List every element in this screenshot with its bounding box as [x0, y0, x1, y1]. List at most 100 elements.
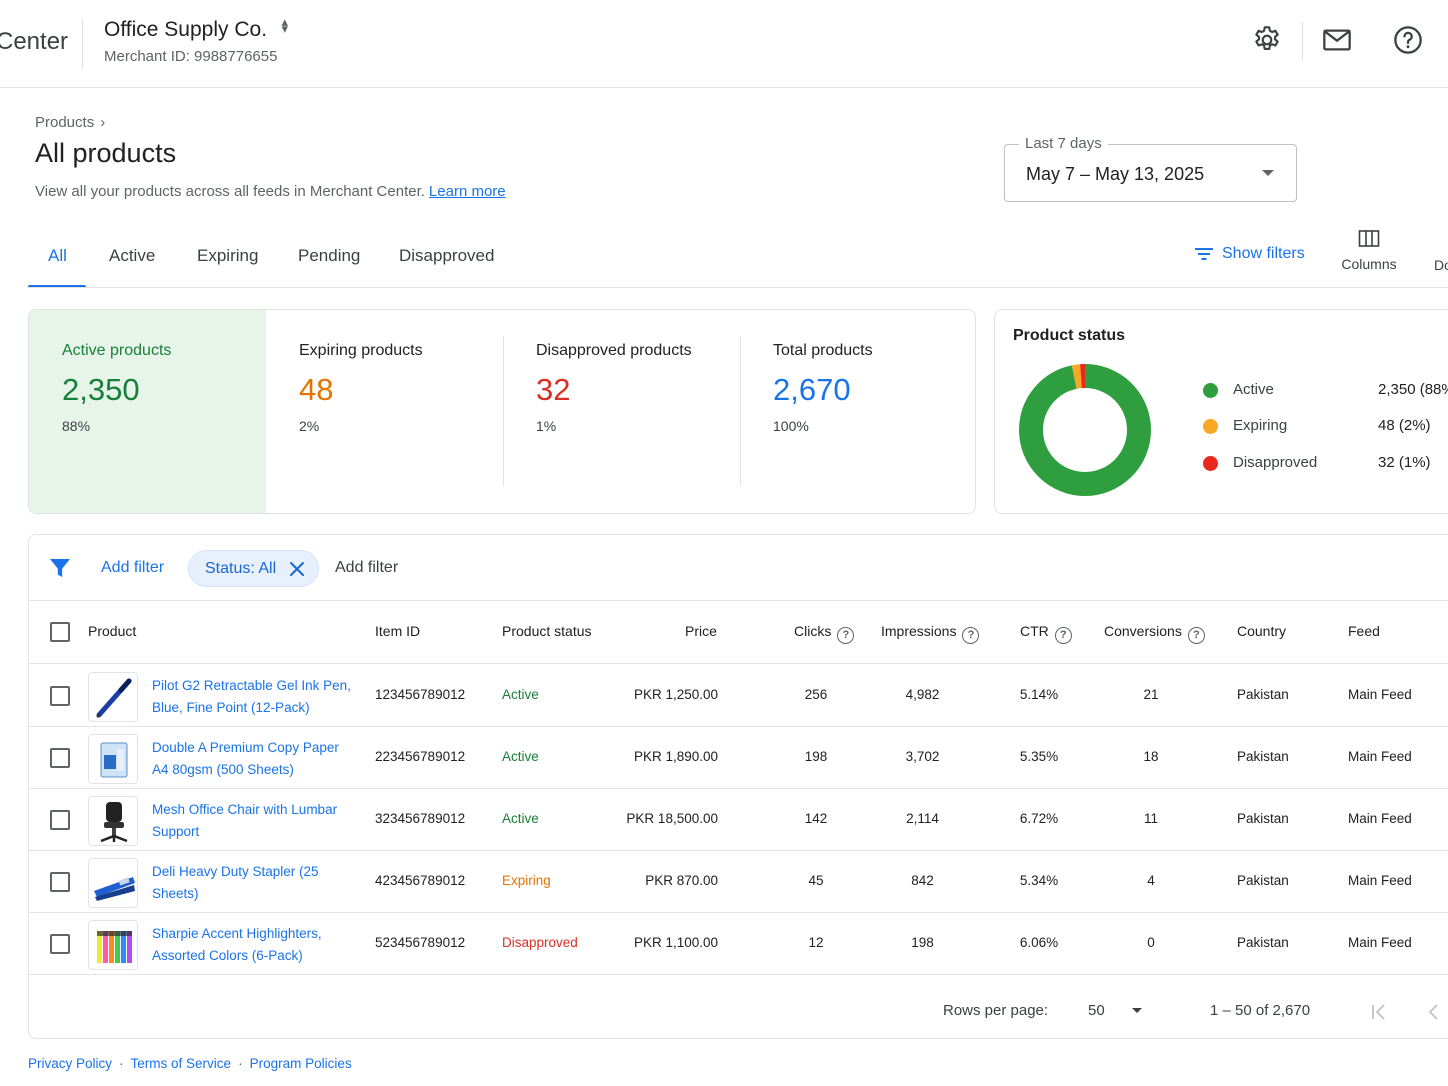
footer-separator: · — [119, 1056, 124, 1071]
row-checkbox[interactable] — [50, 934, 70, 954]
country: Pakistan — [1237, 811, 1289, 826]
close-icon[interactable] — [289, 561, 305, 577]
ctr: 5.34% — [1019, 873, 1059, 888]
download-button[interactable]: Do — [1434, 257, 1448, 273]
item-id: 223456789012 — [375, 749, 466, 764]
filter-icon[interactable] — [49, 557, 71, 579]
legend-disapproved: Disapproved 32 (1%) — [1203, 454, 1448, 474]
column-conversions-label: Conversions — [1104, 623, 1182, 639]
pagination-range: 1 – 50 of 2,670 — [1210, 1002, 1311, 1019]
page-description-text: View all your products across all feeds … — [35, 183, 425, 200]
account-name[interactable]: Office Supply Co. — [104, 18, 268, 41]
conversions: 18 — [1143, 749, 1159, 764]
column-feed[interactable]: Feed — [1348, 623, 1380, 639]
add-filter-button[interactable]: Add filter — [101, 559, 165, 576]
tab-all[interactable]: All — [48, 246, 67, 265]
terms-of-service-link[interactable]: Terms of Service — [130, 1056, 232, 1071]
legend-label: Disapproved — [1233, 454, 1318, 471]
item-id: 123456789012 — [375, 687, 466, 702]
product-status-title: Product status — [1013, 327, 1126, 344]
product-status: Expiring — [502, 873, 551, 888]
metric-total[interactable]: Total products 2,670 100% — [740, 310, 975, 513]
clicks: 198 — [804, 749, 828, 764]
rows-per-page-select[interactable]: 50 — [1088, 1002, 1105, 1019]
row-checkbox[interactable] — [50, 810, 70, 830]
product-name: Center — [0, 28, 69, 55]
dropdown-arrow-icon[interactable] — [1132, 1008, 1142, 1013]
metric-value: 48 — [299, 372, 334, 407]
metric-percent: 1% — [536, 418, 557, 434]
table-row[interactable]: Deli Heavy Duty Stapler (25 Sheets) 42345… — [29, 851, 1448, 913]
row-checkbox[interactable] — [50, 748, 70, 768]
table-row[interactable]: Pilot G2 Retractable Gel Ink Pen, Blue, … — [29, 665, 1448, 727]
column-item-id[interactable]: Item ID — [375, 623, 421, 639]
product-name-link[interactable]: Double A Premium Copy Paper A4 80gsm (50… — [152, 740, 339, 777]
product-name-link[interactable]: Mesh Office Chair with Lumbar Support — [152, 802, 338, 839]
column-clicks[interactable]: Clicks? — [794, 623, 855, 644]
legend-dot — [1203, 419, 1218, 434]
table-row[interactable]: Mesh Office Chair with Lumbar Support 323… — [29, 789, 1448, 851]
metric-expiring[interactable]: Expiring products 48 2% — [266, 310, 503, 513]
product-name-link[interactable]: Pilot G2 Retractable Gel Ink Pen, Blue, … — [152, 678, 351, 715]
learn-more-link[interactable]: Learn more — [428, 183, 506, 200]
show-filters-button[interactable]: Show filters — [1194, 245, 1305, 263]
product-status: Active — [502, 811, 539, 826]
tab-expiring[interactable]: Expiring — [197, 246, 259, 265]
help-icon[interactable]: ? — [1054, 627, 1072, 644]
legend-dot — [1203, 383, 1218, 398]
clicks: 45 — [808, 873, 824, 888]
row-checkbox[interactable] — [50, 686, 70, 706]
breadcrumb-products[interactable]: Products — [35, 114, 95, 131]
column-ctr[interactable]: CTR? — [1020, 623, 1072, 644]
impressions: 2,114 — [906, 811, 939, 826]
column-product-status[interactable]: Product status — [502, 623, 592, 639]
active-tab-indicator — [28, 285, 86, 288]
impressions: 3,702 — [905, 749, 940, 764]
column-impressions[interactable]: Impressions? — [881, 623, 980, 644]
unfold-icon[interactable]: ▴ ▾ — [281, 14, 289, 36]
table-row[interactable]: Double A Premium Copy Paper A4 80gsm (50… — [29, 727, 1448, 789]
tab-disapproved[interactable]: Disapproved — [399, 246, 495, 265]
help-icon[interactable]: ? — [837, 627, 855, 644]
column-impressions-label: Impressions — [881, 623, 957, 639]
summary-metrics: Active products 2,350 88% Expiring produ… — [28, 309, 976, 514]
metric-label: Total products — [773, 342, 873, 359]
product-name-link[interactable]: Deli Heavy Duty Stapler (25 Sheets) — [152, 864, 319, 901]
columns-icon — [1358, 230, 1380, 247]
privacy-policy-link[interactable]: Privacy Policy — [28, 1056, 113, 1071]
gear-icon[interactable] — [1251, 24, 1283, 56]
column-country[interactable]: Country — [1237, 623, 1287, 639]
program-policies-link[interactable]: Program Policies — [249, 1056, 352, 1071]
price: PKR 1,250.00 — [633, 687, 718, 702]
mail-icon[interactable] — [1321, 24, 1353, 56]
add-filter-input[interactable]: Add filter — [335, 559, 399, 576]
metric-disapproved[interactable]: Disapproved products 32 1% — [503, 310, 740, 513]
metric-active[interactable]: Active products 2,350 88% — [29, 310, 266, 513]
help-icon[interactable]: ? — [1187, 627, 1205, 644]
product-name-link[interactable]: Sharpie Accent Highlighters, Assorted Co… — [152, 926, 322, 963]
table-row[interactable]: Sharpie Accent Highlighters, Assorted Co… — [29, 913, 1448, 975]
help-icon[interactable] — [1392, 24, 1424, 56]
product-status: Active — [502, 687, 539, 702]
column-price[interactable]: Price — [685, 623, 717, 639]
account-switcher[interactable]: Office Supply Co. ▴ ▾ Merchant ID: 998877… — [104, 14, 289, 65]
row-checkbox[interactable] — [50, 872, 70, 892]
columns-button[interactable]: Columns — [1340, 229, 1398, 272]
breadcrumb: Products › — [35, 114, 105, 131]
metric-percent: 100% — [773, 418, 809, 434]
price: PKR 1,890.00 — [633, 749, 718, 764]
legend-active: Active 2,350 (88% — [1203, 381, 1448, 401]
clicks: 12 — [808, 935, 824, 950]
column-product[interactable]: Product — [88, 623, 137, 639]
date-range-picker[interactable]: Last 7 days May 7 – May 13, 2025 — [1004, 135, 1297, 202]
first-page-icon[interactable] — [1370, 1003, 1388, 1021]
help-icon[interactable]: ? — [962, 627, 980, 644]
date-range-label: Last 7 days — [1019, 135, 1108, 152]
status-filter-chip[interactable]: Status: All — [188, 550, 319, 587]
column-conversions[interactable]: Conversions? — [1104, 623, 1205, 644]
tab-active[interactable]: Active — [109, 246, 156, 265]
previous-page-icon[interactable] — [1427, 1003, 1441, 1021]
select-all-checkbox[interactable] — [50, 622, 70, 642]
table-header: Product Item ID Product status Price Cli… — [29, 601, 1448, 664]
tab-pending[interactable]: Pending — [298, 246, 361, 265]
